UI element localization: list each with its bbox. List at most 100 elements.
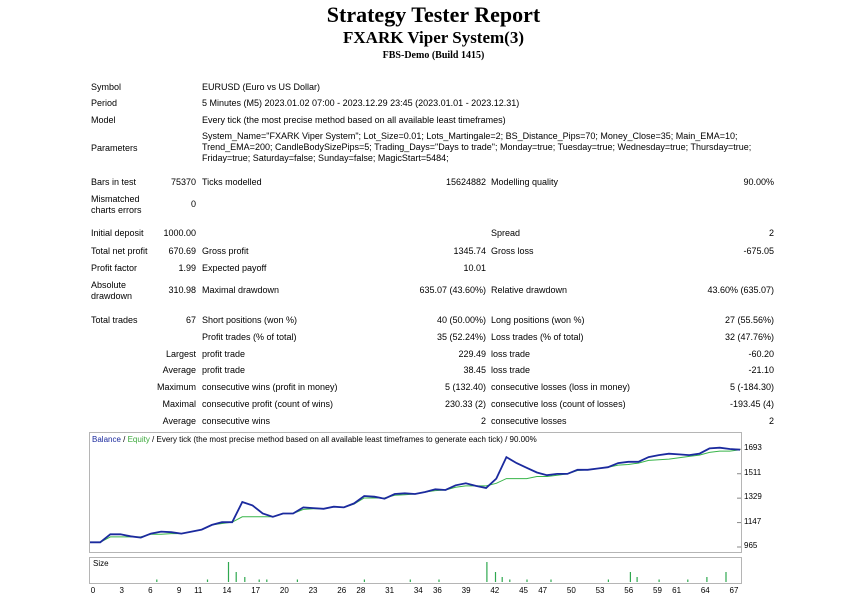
- loss-trades-label: Loss trades (% of total): [491, 332, 584, 342]
- size-bar: [206, 579, 209, 582]
- x-tick-label: 39: [461, 586, 471, 595]
- avg-cw-label: consecutive wins: [202, 416, 271, 426]
- largest-profit-value: 229.49: [458, 349, 486, 359]
- maxdd-value: 635.07 (43.60%): [419, 285, 486, 295]
- y-tick-label: 1511: [744, 467, 762, 477]
- report-title: Strategy Tester Report: [326, 2, 541, 27]
- long-label: Long positions (won %): [491, 315, 585, 325]
- payoff-value: 10.01: [463, 263, 486, 273]
- average-profit-value: 38.45: [463, 365, 486, 375]
- size-bar: [494, 572, 497, 582]
- netprofit-label: Total net profit: [91, 246, 148, 256]
- size-bar: [227, 562, 230, 582]
- model-label: Model: [91, 115, 116, 125]
- largest-profit-label: profit trade: [202, 349, 246, 359]
- profit-trades-value: 35 (52.24%): [436, 332, 486, 342]
- absdd-label-1: Absolute: [91, 280, 127, 290]
- payoff-label: Expected payoff: [202, 263, 267, 273]
- spread-value: 2: [768, 228, 774, 238]
- balance-chart-svg: [90, 446, 741, 548]
- x-tick-label: 50: [566, 586, 576, 595]
- size-bar: [687, 579, 689, 582]
- period-label: Period: [91, 98, 118, 108]
- x-tick-label: 45: [519, 586, 528, 595]
- x-tick-label: 67: [729, 586, 739, 595]
- loss-trades-value: 32 (47.76%): [724, 332, 774, 342]
- mismatch-label-2: charts errors: [91, 205, 142, 215]
- x-tick-label: 47: [538, 586, 548, 595]
- quality-label: Modelling quality: [491, 177, 559, 187]
- legend-rest: / Every tick (the most precise method ba…: [149, 435, 537, 444]
- legend-equity: Equity: [127, 435, 150, 444]
- period-value: 5 Minutes (M5) 2023.01.02 07:00 - 2023.1…: [202, 98, 520, 108]
- short-label: Short positions (won %): [202, 315, 298, 325]
- spread-label: Spread: [491, 228, 521, 238]
- maximal-label: Maximal: [162, 399, 196, 409]
- size-bar: [266, 579, 268, 582]
- average-profit-label: profit trade: [202, 365, 246, 375]
- pf-value: 1.99: [178, 263, 196, 273]
- maximum-label: Maximum: [156, 382, 196, 392]
- x-tick-label: 6: [148, 586, 153, 595]
- model-value: Every tick (the most precise method base…: [202, 115, 506, 125]
- reldd-label: Relative drawdown: [491, 285, 568, 295]
- average-loss-value: -21.10: [748, 365, 774, 375]
- x-tick-label: 3: [119, 586, 124, 595]
- x-tick-label: 59: [653, 586, 662, 595]
- mxl-cp-value: 230.33 (2): [444, 399, 486, 409]
- size-label: Size: [93, 559, 109, 568]
- ticks-label: Ticks modelled: [202, 177, 262, 187]
- size-bar: [296, 579, 298, 582]
- netprofit-value: 670.69: [168, 246, 196, 256]
- avg-cl-value: 2: [768, 416, 774, 426]
- trades-label: Total trades: [91, 315, 138, 325]
- quality-value: 90.00%: [743, 177, 774, 187]
- x-tick-label: 36: [432, 586, 442, 595]
- size-bar: [725, 572, 727, 582]
- max-cl-value: 5 (-184.30): [729, 382, 774, 392]
- x-tick-label: 53: [595, 586, 605, 595]
- average-loss-label: loss trade: [491, 365, 531, 375]
- absdd-value: 310.98: [168, 285, 196, 295]
- y-tick-label: 965: [744, 541, 758, 550]
- size-bar: [658, 579, 660, 582]
- size-bar: [550, 579, 552, 582]
- y-tick-label: 1147: [744, 516, 762, 526]
- size-bar: [526, 579, 528, 582]
- grossprofit-label: Gross profit: [202, 246, 249, 256]
- profit-trades-label: Profit trades (% of total): [202, 332, 297, 342]
- x-tick-label: 9: [176, 586, 182, 595]
- x-tick-label: 56: [624, 586, 634, 595]
- size-bar: [235, 572, 237, 582]
- pf-label: Profit factor: [91, 263, 138, 273]
- mismatch-label-1: Mismatched: [91, 194, 140, 204]
- size-bar: [509, 579, 511, 582]
- balance-chart: [89, 432, 742, 553]
- grossloss-label: Gross loss: [491, 246, 534, 256]
- size-bar: [607, 579, 609, 582]
- x-tick-label: 23: [308, 586, 318, 595]
- equity-line: [90, 449, 741, 543]
- symbol-label: Symbol: [91, 82, 122, 92]
- mismatch-value: 0: [190, 199, 196, 209]
- parameters-label: Parameters: [91, 143, 138, 153]
- absdd-label-2: drawdown: [91, 291, 133, 301]
- max-cw-value: 5 (132.40): [444, 382, 486, 392]
- x-tick-label: 31: [385, 586, 395, 595]
- x-tick-label: 11: [194, 586, 203, 595]
- size-chart: [89, 557, 742, 584]
- report-subtitle: FXARK Viper System(3): [343, 28, 524, 47]
- avg2-label: Average: [162, 416, 196, 426]
- grossloss-value: -675.05: [743, 246, 774, 256]
- x-tick-label: 17: [251, 586, 261, 595]
- x-tick-label: 14: [222, 586, 232, 595]
- deposit-label: Initial deposit: [91, 228, 144, 238]
- maxdd-label: Maximal drawdown: [202, 285, 280, 295]
- avg-cl-label: consecutive losses: [491, 416, 567, 426]
- long-value: 27 (55.56%): [724, 315, 774, 325]
- short-value: 40 (50.00%): [436, 315, 486, 325]
- mxl-cl-label: consecutive loss (count of losses): [491, 399, 626, 409]
- mxl-cp-label: consecutive profit (count of wins): [202, 399, 334, 409]
- size-bar: [486, 562, 488, 582]
- x-tick-label: 20: [279, 586, 289, 595]
